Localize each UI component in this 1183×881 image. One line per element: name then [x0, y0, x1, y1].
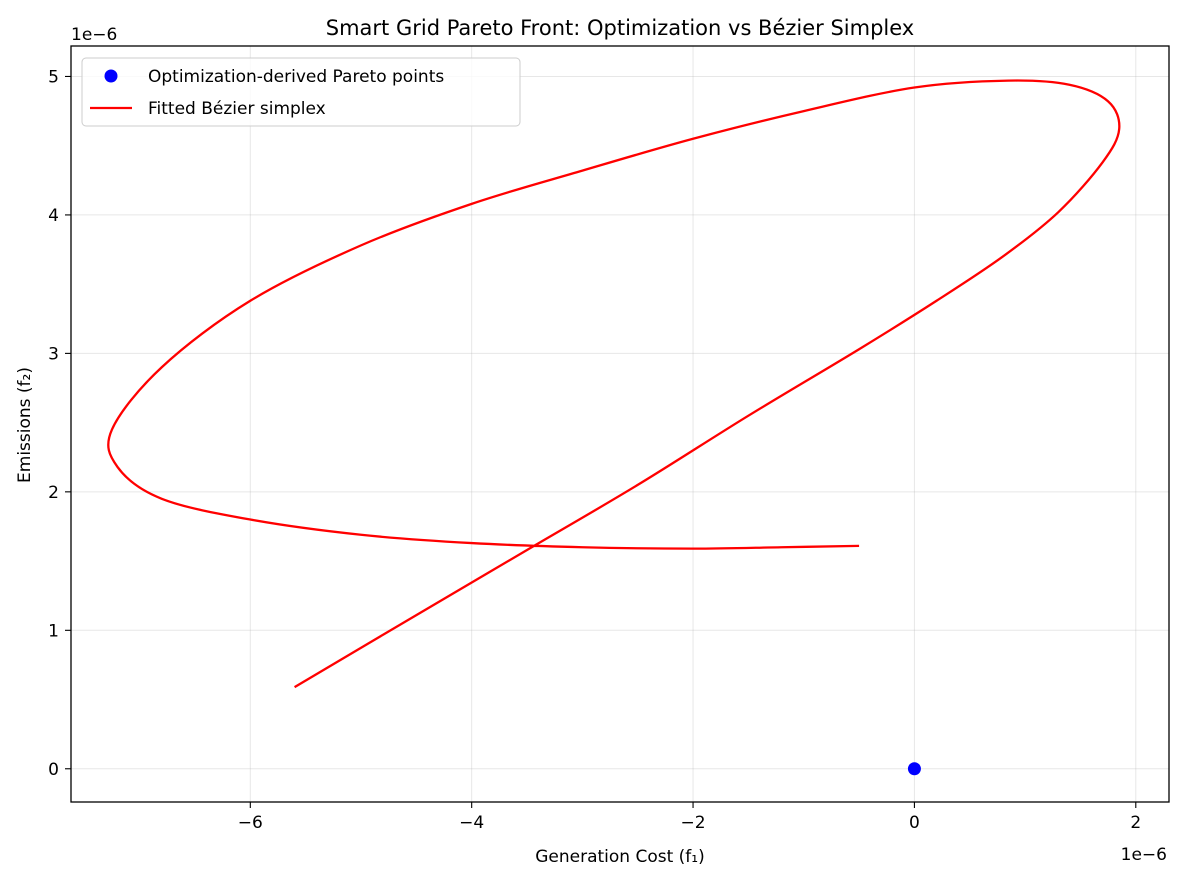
y-tick-label: 5 — [48, 67, 59, 87]
chart-title: Smart Grid Pareto Front: Optimization vs… — [326, 16, 914, 40]
y-tick-label: 1 — [48, 621, 59, 641]
x-tick-label: 2 — [1130, 813, 1141, 833]
x-tick-label: −4 — [459, 813, 484, 833]
y-tick-label: 3 — [48, 344, 59, 364]
bezier-simplex-line — [107, 79, 1121, 689]
data-series — [107, 79, 1121, 776]
legend-label-bezier-simplex: Fitted Bézier simplex — [148, 99, 326, 119]
pareto-point — [907, 762, 921, 776]
legend-scatter-marker — [104, 69, 118, 83]
x-tick-label: 0 — [909, 813, 920, 833]
y-offset-text: 1e−6 — [71, 25, 117, 45]
legend-box — [81, 57, 521, 127]
x-offset-text: 1e−6 — [1121, 845, 1167, 865]
y-axis-label: Emissions (f₂) — [15, 367, 35, 483]
axis-ticks: −6 −4 −2 0 2 0 1 2 3 4 5 — [48, 67, 1141, 833]
plot-frame — [70, 45, 1170, 803]
legend-label-pareto-points: Optimization-derived Pareto points — [148, 67, 444, 87]
x-tick-label: −6 — [238, 813, 263, 833]
y-tick-label: 2 — [48, 483, 59, 503]
y-tick-label: 4 — [48, 206, 59, 226]
y-tick-label: 0 — [48, 760, 59, 780]
x-axis-label: Generation Cost (f₁) — [535, 847, 705, 867]
x-tick-label: −2 — [681, 813, 706, 833]
legend: Optimization-derived Pareto points Fitte… — [81, 57, 521, 127]
